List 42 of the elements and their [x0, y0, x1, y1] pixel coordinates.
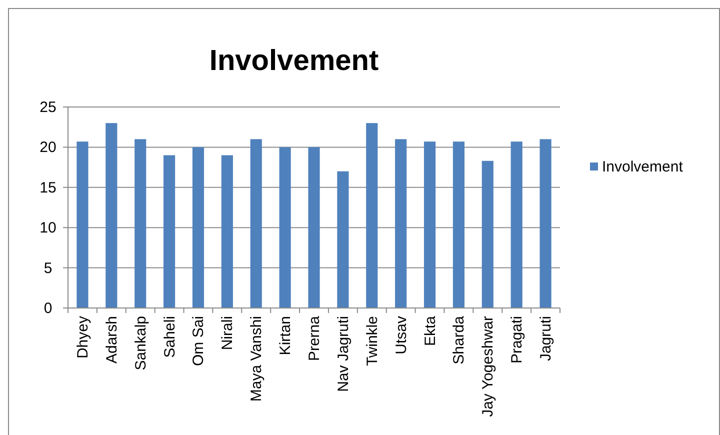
bar — [395, 139, 407, 308]
x-tick-label: Om Sai — [190, 316, 208, 366]
legend-label: Involvement — [602, 158, 684, 176]
bar — [337, 171, 349, 308]
bar — [192, 147, 204, 308]
x-tick-label: Maya Vanshi — [248, 316, 266, 402]
bar — [366, 123, 378, 308]
y-tick-label: 5 — [44, 260, 52, 277]
bar — [482, 160, 494, 308]
x-tick-label: Adarsh — [103, 316, 120, 364]
x-tick-label: Ekta — [422, 315, 439, 346]
bar — [250, 139, 262, 308]
bar — [76, 142, 88, 308]
bar — [221, 155, 233, 308]
y-tick-label: 10 — [40, 220, 56, 237]
chart-title: Involvement — [209, 45, 379, 77]
x-tick-label: Saheli — [161, 316, 178, 358]
x-tick-label: Sankalp — [132, 316, 150, 370]
x-tick-label: Kirtan — [277, 316, 294, 356]
bar — [424, 142, 436, 308]
x-tick-label: Jagruti — [538, 316, 555, 362]
bar — [279, 147, 291, 308]
x-tick-label: Twinkle — [364, 316, 381, 366]
x-tick-label: Pragati — [508, 316, 526, 364]
x-tick-label: Sharda — [450, 315, 468, 364]
x-tick-label: Nav Jagruti — [334, 316, 352, 392]
bar — [106, 123, 118, 308]
x-tick-label: Prerna — [306, 315, 323, 362]
y-tick-label: 15 — [40, 179, 56, 196]
bar — [510, 142, 522, 308]
bar — [164, 155, 176, 308]
y-tick-label: 0 — [44, 300, 52, 317]
y-tick-label: 25 — [40, 99, 56, 116]
x-tick-label: Jay Yogeshwar — [480, 316, 497, 417]
bar — [540, 139, 552, 308]
bar — [308, 147, 320, 308]
x-tick-label: Nirali — [219, 316, 236, 350]
x-tick-label: Utsav — [392, 316, 410, 354]
bar — [134, 139, 146, 308]
bar — [452, 142, 464, 308]
x-tick-label: Dhyey — [74, 316, 92, 359]
y-tick-label: 20 — [40, 139, 56, 156]
